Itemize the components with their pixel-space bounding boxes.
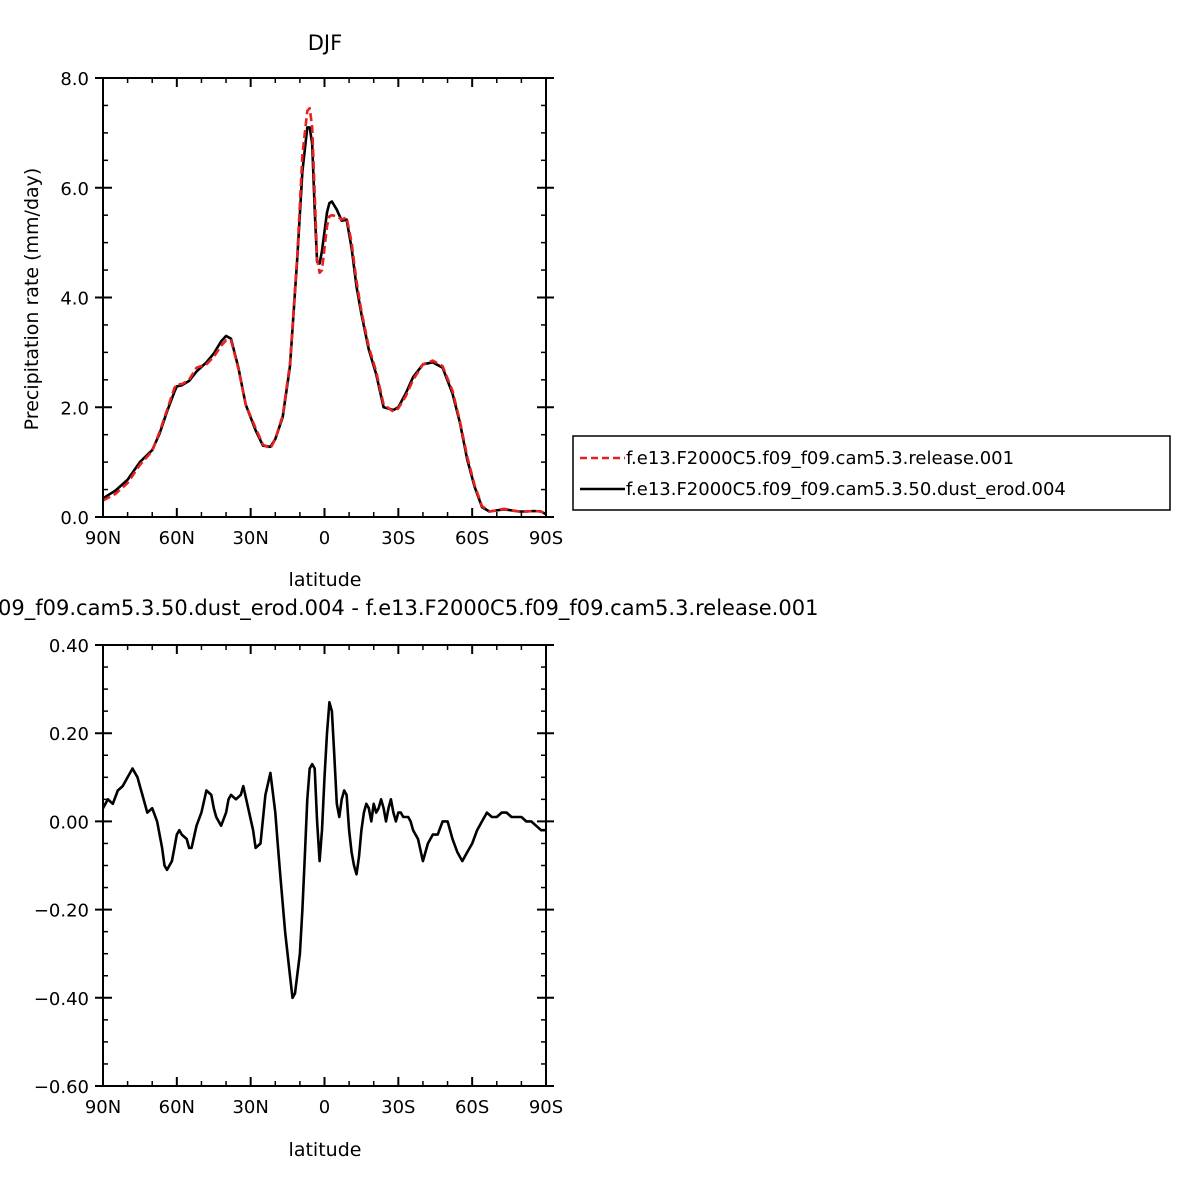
bottom-chart: f.e13.F2000C5.f09_f09.cam5.3.50.dust_ero… xyxy=(0,596,818,1161)
top-y-tick-label: 0.0 xyxy=(60,508,89,529)
bottom-chart-title: f.e13.F2000C5.f09_f09.cam5.3.50.dust_ero… xyxy=(0,596,818,621)
bottom-y-tick-label: 0.00 xyxy=(49,812,89,833)
bottom-x-tick-label: 0 xyxy=(319,1097,330,1118)
bottom-axis-ticks: 90N 60N 30N 0 30S 60S 90S −0.60 −0.40 −0.20 0.00 0.… xyxy=(34,636,563,1118)
bottom-x-tick-label: 30S xyxy=(381,1097,415,1118)
top-series-lines xyxy=(102,106,547,516)
top-x-tick-label: 90S xyxy=(529,528,563,549)
top-y-tick-label: 2.0 xyxy=(60,398,89,419)
bottom-y-tick-label: −0.20 xyxy=(34,901,89,922)
top-x-tick-label: 30S xyxy=(381,528,415,549)
top-y-tick-label: 8.0 xyxy=(60,69,89,90)
bottom-series-line-0 xyxy=(101,700,546,1000)
top-plot-frame xyxy=(102,77,547,518)
top-series-line-0 xyxy=(102,126,547,516)
top-x-tick-label: 90N xyxy=(85,528,121,549)
bottom-y-tick-label: −0.40 xyxy=(34,989,89,1010)
top-chart-title: DJF xyxy=(308,31,342,55)
bottom-x-tick-label: 30N xyxy=(232,1097,268,1118)
bottom-series-lines xyxy=(101,700,546,1000)
bottom-y-tick-label: −0.60 xyxy=(34,1077,89,1098)
bottom-x-axis-label: latitude xyxy=(289,1139,362,1161)
legend-box xyxy=(572,435,1171,511)
top-chart: DJF Precipitation rate (mm/day) latitude… xyxy=(21,31,1171,591)
top-x-axis-label: latitude xyxy=(289,569,362,591)
bottom-y-tick-label: 0.20 xyxy=(49,724,89,745)
bottom-x-tick-label: 90S xyxy=(529,1097,563,1118)
bottom-x-tick-label: 90N xyxy=(85,1097,121,1118)
legend-label-release: f.e13.F2000C5.f09_f09.cam5.3.release.001 xyxy=(626,448,1014,469)
top-x-tick-label: 60N xyxy=(159,528,195,549)
bottom-y-tick-label: 0.40 xyxy=(49,636,89,657)
bottom-plot-frame xyxy=(102,644,547,1087)
legend-label-dust: f.e13.F2000C5.f09_f09.cam5.3.50.dust_ero… xyxy=(626,479,1066,500)
top-x-tick-label: 60S xyxy=(455,528,489,549)
top-x-tick-label: 30N xyxy=(232,528,268,549)
top-y-axis-label: Precipitation rate (mm/day) xyxy=(21,168,43,431)
top-y-tick-label: 4.0 xyxy=(60,289,89,310)
bottom-x-tick-label: 60N xyxy=(159,1097,195,1118)
top-series-line-1 xyxy=(102,106,547,516)
top-x-tick-label: 0 xyxy=(319,528,330,549)
top-axis-ticks: 90N 60N 30N 0 30S 60S 90S 0.0 2.0 4.0 6.0 8.0 xyxy=(60,69,563,549)
top-y-tick-label: 6.0 xyxy=(60,179,89,200)
top-legend: f.e13.F2000C5.f09_f09.cam5.3.release.001… xyxy=(572,435,1171,511)
bottom-x-tick-label: 60S xyxy=(455,1097,489,1118)
